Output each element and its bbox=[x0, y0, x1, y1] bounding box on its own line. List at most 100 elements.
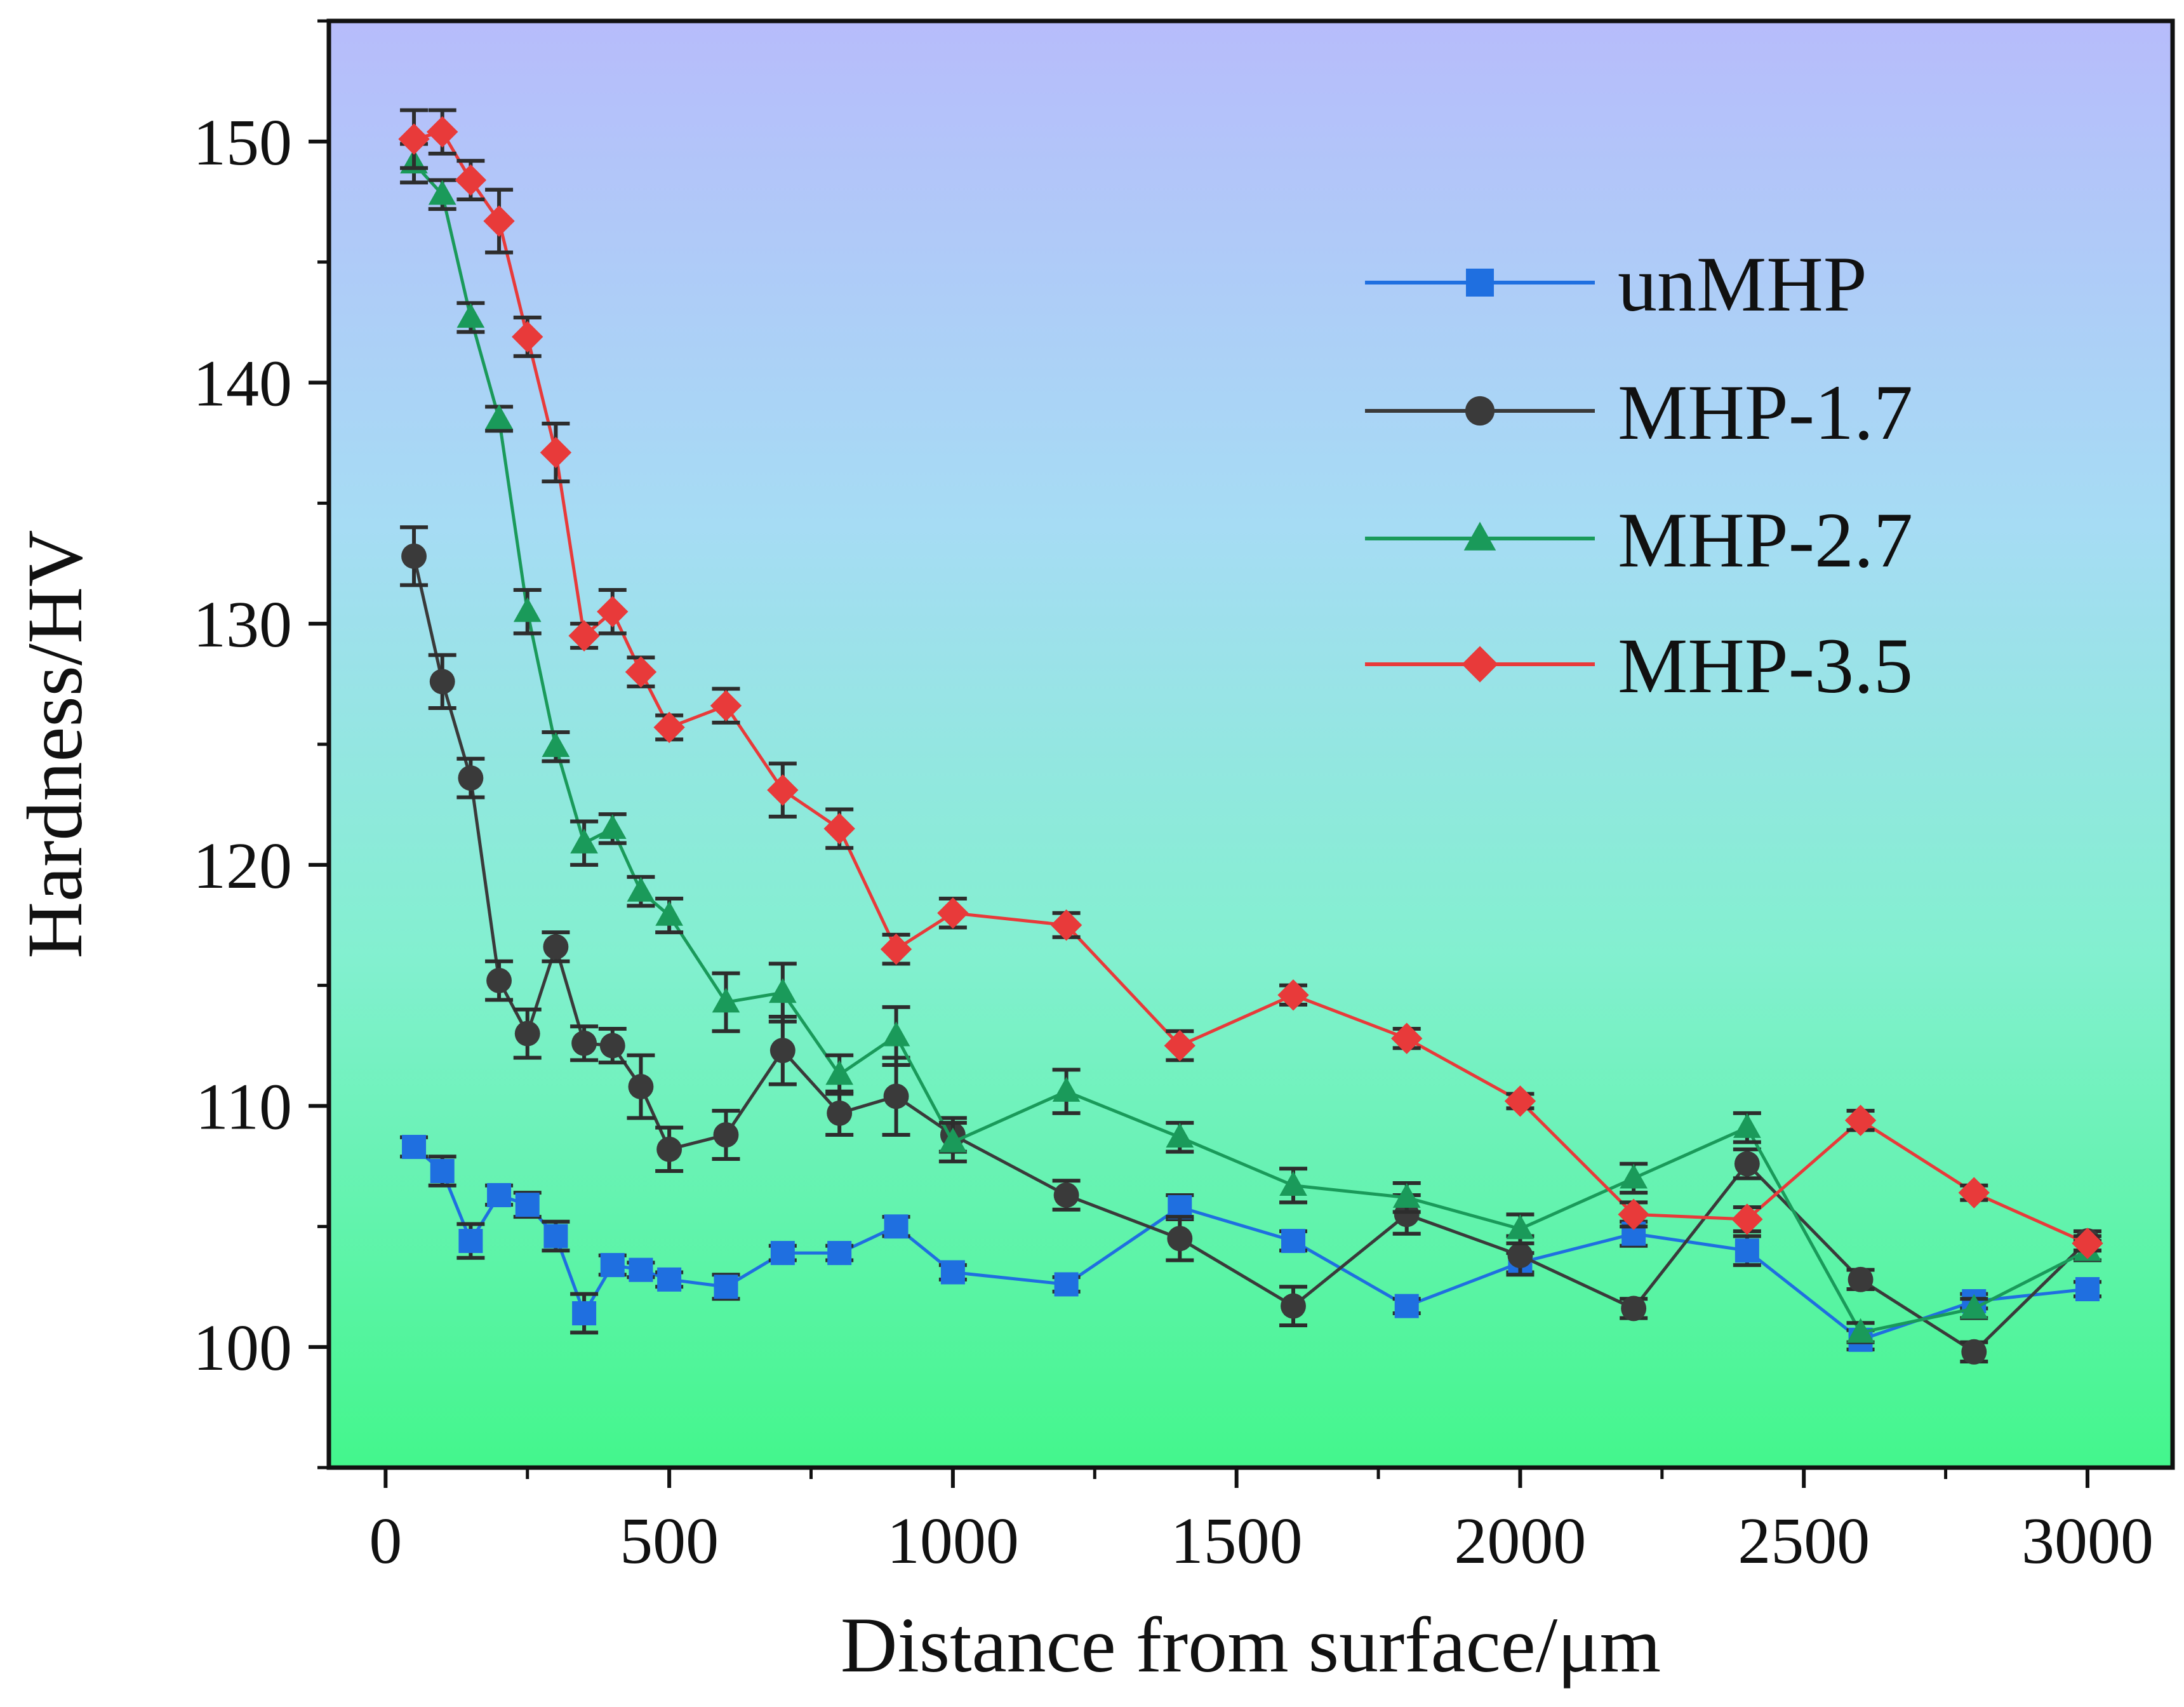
data-point bbox=[1507, 1242, 1533, 1268]
data-point bbox=[1844, 1104, 1877, 1136]
y-tick-label: 130 bbox=[193, 588, 292, 661]
data-point bbox=[429, 669, 455, 695]
axes-layer: 0 500 1000 1500 2000 2500 3000 100 110 120 130 140 1… bbox=[193, 19, 2154, 1577]
x-tick-label: 0 bbox=[369, 1504, 402, 1577]
data-point bbox=[1846, 1318, 1875, 1343]
series-MHP-3.5 bbox=[398, 108, 2103, 1259]
data-point bbox=[456, 303, 485, 328]
data-point bbox=[487, 1182, 512, 1207]
data-point bbox=[656, 1136, 682, 1162]
data-point bbox=[770, 1241, 795, 1266]
data-point bbox=[769, 1038, 796, 1064]
y-tick-label: 100 bbox=[193, 1311, 292, 1384]
data-point bbox=[939, 1127, 967, 1153]
data-point bbox=[1277, 979, 1309, 1011]
data-point bbox=[768, 978, 797, 1003]
data-point bbox=[514, 1021, 540, 1047]
data-point bbox=[629, 1257, 653, 1282]
legend-item: MHP-3.5 bbox=[1365, 622, 1913, 709]
data-point bbox=[627, 876, 655, 902]
data-point bbox=[430, 1159, 455, 1184]
plot-background bbox=[329, 21, 2173, 1468]
data-point bbox=[710, 690, 742, 721]
x-axis-title: Distance from surface/μm bbox=[841, 1602, 1661, 1689]
x-tick-label: 2000 bbox=[1454, 1504, 1586, 1577]
legend-marker bbox=[1465, 396, 1495, 426]
data-point bbox=[1733, 1113, 1761, 1138]
data-point bbox=[1618, 1198, 1649, 1231]
y-tick-label: 150 bbox=[193, 106, 292, 179]
data-point bbox=[827, 1100, 853, 1126]
data-point bbox=[543, 934, 569, 960]
data-point bbox=[1958, 1177, 1990, 1208]
data-point bbox=[1735, 1238, 1759, 1263]
data-point bbox=[1167, 1226, 1193, 1252]
y-tick-label: 120 bbox=[193, 829, 292, 902]
x-tick-label: 1500 bbox=[1171, 1504, 1303, 1577]
x-tick-label: 2500 bbox=[1738, 1504, 1870, 1577]
data-point bbox=[712, 987, 740, 1013]
data-point bbox=[1281, 1229, 1306, 1254]
data-point bbox=[543, 1224, 568, 1248]
data-point bbox=[1394, 1202, 1420, 1228]
data-point bbox=[1620, 1163, 1648, 1189]
legend-label: MHP-3.5 bbox=[1618, 622, 1913, 709]
data-point bbox=[1053, 1182, 1079, 1208]
data-point bbox=[653, 711, 685, 744]
data-point bbox=[884, 1214, 909, 1239]
data-point bbox=[512, 321, 543, 353]
data-point bbox=[542, 732, 570, 757]
data-point bbox=[427, 116, 458, 148]
data-point bbox=[825, 1060, 854, 1085]
data-point bbox=[1731, 1203, 1763, 1235]
data-point bbox=[714, 1275, 738, 1299]
data-point bbox=[1621, 1295, 1647, 1322]
data-point bbox=[1394, 1294, 1419, 1318]
legend-label: unMHP bbox=[1618, 241, 1867, 328]
data-point bbox=[882, 1021, 910, 1047]
data-point bbox=[827, 1241, 852, 1266]
data-point bbox=[883, 1083, 909, 1109]
data-point bbox=[1281, 1293, 1306, 1319]
x-tick-label: 500 bbox=[620, 1504, 719, 1577]
data-point bbox=[599, 1033, 625, 1059]
y-axis-title: Hardness/HV bbox=[11, 530, 98, 959]
data-point bbox=[570, 828, 598, 854]
data-point bbox=[880, 934, 912, 965]
legend-label: MHP-1.7 bbox=[1618, 369, 1913, 456]
y-tick-label: 140 bbox=[193, 347, 292, 420]
data-point bbox=[1164, 1029, 1196, 1062]
data-point bbox=[2072, 1228, 2103, 1259]
data-point bbox=[625, 656, 657, 688]
legend-marker bbox=[1462, 646, 1498, 683]
data-point bbox=[1734, 1151, 1760, 1177]
data-point bbox=[597, 596, 629, 627]
data-point bbox=[937, 897, 969, 929]
data-point bbox=[655, 900, 683, 926]
data-point bbox=[571, 1030, 597, 1056]
data-point bbox=[2075, 1277, 2100, 1302]
data-point bbox=[600, 1253, 625, 1278]
data-point bbox=[1848, 1266, 1874, 1292]
legend-item: MHP-1.7 bbox=[1365, 369, 1913, 456]
data-point bbox=[713, 1122, 739, 1148]
legend-item: unMHP bbox=[1365, 241, 1867, 328]
data-point bbox=[483, 205, 515, 237]
data-point bbox=[628, 1074, 654, 1100]
data-point bbox=[598, 814, 627, 840]
data-point bbox=[657, 1267, 682, 1292]
data-point bbox=[540, 436, 572, 469]
legend: unMHP MHP-1.7 MHP-2.7 MHP-3.5 bbox=[1365, 241, 1913, 709]
data-point bbox=[458, 1229, 483, 1254]
data-point bbox=[572, 1301, 597, 1326]
data-point bbox=[486, 968, 512, 994]
legend-marker bbox=[1466, 269, 1494, 297]
data-point bbox=[515, 1193, 540, 1217]
data-point bbox=[940, 1260, 965, 1285]
legend-item: MHP-2.7 bbox=[1365, 497, 1913, 584]
y-tick-label: 110 bbox=[196, 1071, 292, 1144]
data-point bbox=[513, 597, 542, 622]
legend-label: MHP-2.7 bbox=[1618, 497, 1913, 584]
data-point bbox=[1960, 1294, 1988, 1319]
